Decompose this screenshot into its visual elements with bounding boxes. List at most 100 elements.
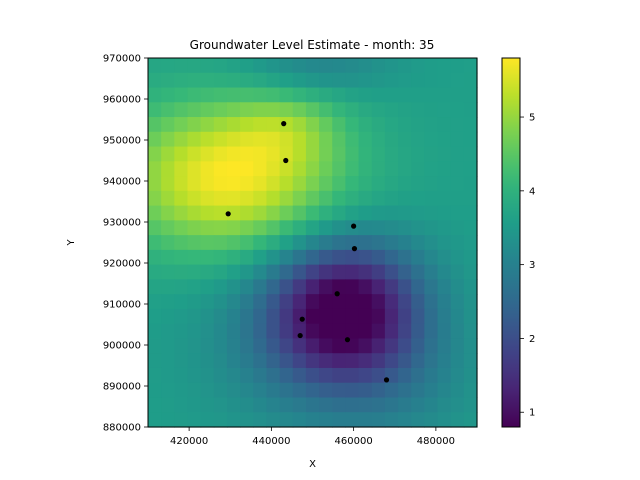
heatmap-cell — [266, 205, 281, 221]
heatmap-cell — [437, 176, 452, 192]
heatmap-cell — [226, 72, 241, 89]
heatmap-cell — [148, 72, 162, 89]
heatmap-cell — [358, 146, 373, 162]
heatmap-cell — [371, 72, 386, 89]
heatmap-cell — [424, 264, 439, 280]
heatmap-cell — [411, 264, 425, 280]
heatmap-cell — [174, 205, 189, 221]
heatmap-cell — [450, 220, 465, 236]
heatmap-cell — [305, 308, 320, 325]
heatmap-cell — [319, 220, 333, 236]
heatmap-cell — [319, 58, 333, 74]
heatmap-cell — [358, 117, 373, 133]
heatmap-cell — [450, 367, 465, 384]
heatmap-cell — [240, 382, 254, 399]
heatmap-cell — [226, 382, 241, 399]
heatmap-cell — [253, 72, 268, 89]
heatmap-cell — [398, 72, 412, 89]
heatmap-cell — [200, 117, 215, 133]
colorbar-tick-label: 5 — [529, 113, 535, 124]
heatmap-cell — [253, 190, 268, 207]
heatmap-cell — [437, 235, 452, 251]
heatmap-cell — [161, 117, 175, 133]
heatmap-cell — [279, 294, 294, 310]
heatmap-cell — [161, 382, 175, 399]
heatmap-cell — [279, 249, 294, 266]
heatmap-cell — [292, 323, 307, 340]
y-tick-label: 910000 — [103, 300, 141, 311]
heatmap-cell — [200, 102, 215, 118]
heatmap-cell — [187, 161, 202, 177]
heatmap-cell — [292, 338, 307, 354]
heatmap-cell — [213, 87, 228, 103]
heatmap-cell — [332, 235, 346, 251]
heatmap-cell — [148, 367, 162, 384]
heatmap-cell — [292, 131, 307, 148]
heatmap-cell — [240, 264, 254, 280]
heatmap-cell — [424, 353, 439, 369]
colorbar-ticks: 1 2 3 4 5 — [520, 113, 535, 419]
heatmap-cell — [279, 58, 294, 74]
well-point — [351, 246, 358, 252]
heatmap-cell — [424, 279, 439, 295]
y-tick-label: 950000 — [103, 136, 141, 147]
heatmap-cell — [398, 264, 412, 280]
heatmap-cell — [463, 279, 478, 295]
heatmap-cell — [161, 58, 175, 74]
heatmap-cell — [213, 58, 228, 74]
heatmap-cell — [332, 87, 346, 103]
heatmap-cell — [279, 102, 294, 118]
heatmap-cell — [279, 117, 294, 133]
heatmap-cell — [240, 161, 254, 177]
heatmap-cell — [187, 72, 202, 89]
heatmap-cell — [463, 102, 478, 118]
heatmap-cell — [424, 220, 439, 236]
heatmap-cell — [424, 249, 439, 266]
heatmap-cell — [174, 353, 189, 369]
heatmap-cell — [424, 72, 439, 89]
heatmap-cell — [305, 279, 320, 295]
heatmap-cell — [266, 161, 281, 177]
heatmap-cell — [332, 102, 346, 118]
heatmap-cell — [279, 190, 294, 207]
heatmap-cell — [450, 308, 465, 325]
heatmap-cell — [424, 367, 439, 384]
heatmap-cell — [174, 382, 189, 399]
heatmap-cell — [292, 308, 307, 325]
heatmap-cell — [332, 338, 346, 354]
heatmap-cell — [319, 205, 333, 221]
heatmap-cell — [292, 176, 307, 192]
heatmap-cell — [148, 87, 162, 103]
x-axis-label: X — [309, 459, 316, 470]
heatmap-cell — [266, 146, 281, 162]
heatmap-cell — [174, 146, 189, 162]
heatmap-cell — [358, 382, 373, 399]
heatmap-cell — [187, 235, 202, 251]
heatmap-cell — [384, 397, 399, 413]
heatmap-cell — [213, 367, 228, 384]
heatmap-cell — [411, 146, 425, 162]
heatmap-cell — [279, 264, 294, 280]
heatmap-cell — [161, 397, 175, 413]
heatmap-cell — [305, 294, 320, 310]
heatmap-cell — [450, 294, 465, 310]
heatmap-cell — [213, 131, 228, 148]
heatmap-cell — [266, 176, 281, 192]
heatmap-cell — [411, 58, 425, 74]
heatmap-cell — [437, 397, 452, 413]
heatmap-cell — [398, 382, 412, 399]
heatmap-cell — [450, 338, 465, 354]
heatmap-cell — [371, 367, 386, 384]
heatmap-cell — [187, 190, 202, 207]
heatmap-cell — [148, 308, 162, 325]
heatmap-cell — [253, 397, 268, 413]
heatmap-cell — [161, 323, 175, 340]
heatmap-cell — [332, 131, 346, 148]
heatmap-cell — [463, 205, 478, 221]
heatmap-cell — [450, 397, 465, 413]
heatmap-cell — [371, 323, 386, 340]
heatmap-cell — [345, 117, 360, 133]
heatmap-cell — [174, 294, 189, 310]
heatmap-cell — [424, 294, 439, 310]
heatmap-cell — [240, 102, 254, 118]
